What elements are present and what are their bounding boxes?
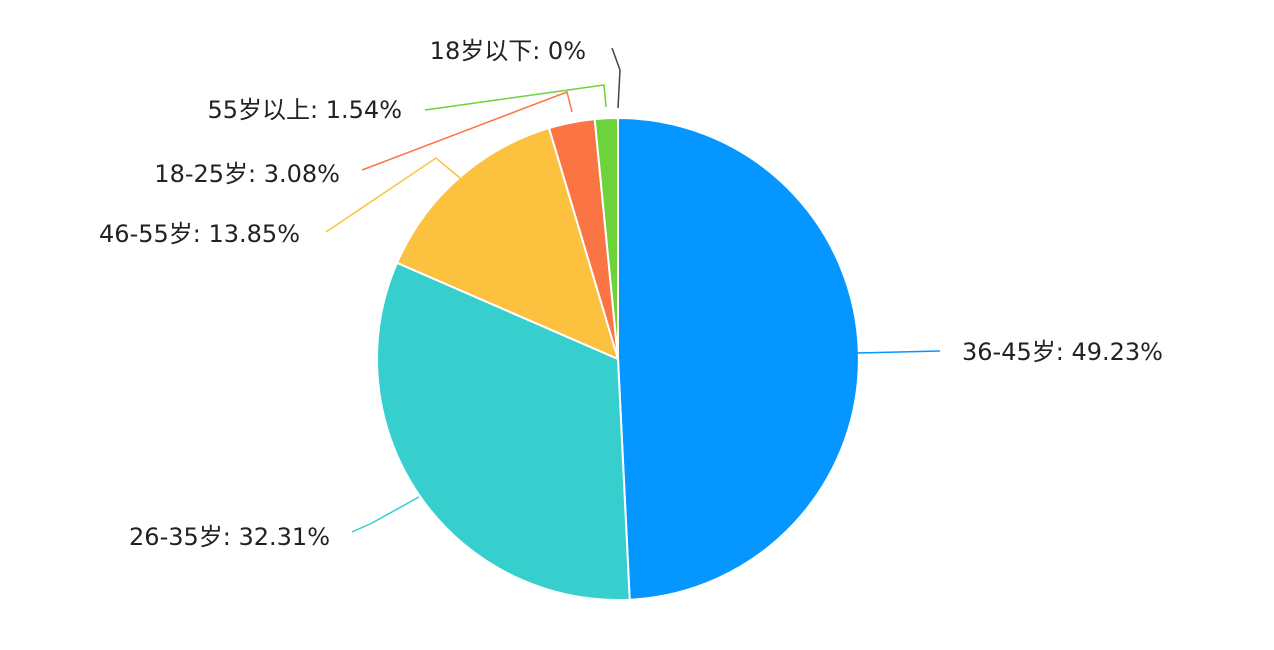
slice-label-1: 26-35岁: 32.31% [129,523,330,551]
leader-line-1 [351,496,420,533]
slice-label-4: 55岁以上: 1.54% [208,96,403,124]
leader-line-3 [361,90,573,171]
slice-label-2: 46-55岁: 13.85% [99,220,300,248]
slice-label-3: 18-25岁: 3.08% [154,160,340,188]
leader-line-4 [424,84,607,111]
pie-slice-0 [617,117,860,601]
pie-slice-1 [376,261,631,601]
pie-slice-2 [396,127,619,360]
leader-line-5 [611,47,621,109]
slice-label-5: 18岁以下: 0% [430,37,586,65]
leader-line-2 [325,157,461,233]
leader-line-0 [856,350,941,354]
slice-label-0: 36-45岁: 49.23% [962,338,1163,366]
pie-slice-4 [593,117,619,360]
